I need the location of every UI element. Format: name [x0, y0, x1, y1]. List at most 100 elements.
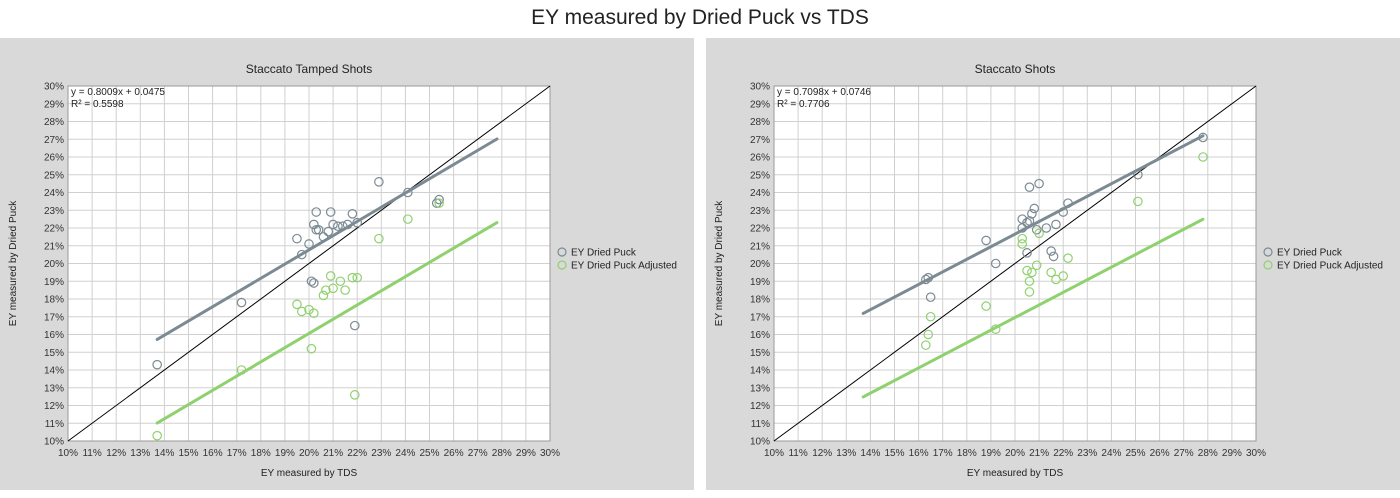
data-point-dried-puck [921, 274, 931, 285]
data-point-dried-puck-adjusted [309, 308, 319, 318]
data-point-dried-puck-adjusted [1133, 196, 1143, 207]
data-point-dried-puck-adjusted [1031, 260, 1042, 271]
data-point-dried-puck [306, 276, 317, 287]
x-tick-label: 26% [1150, 448, 1170, 459]
y-tick-label: 14% [750, 366, 770, 377]
data-point-dried-puck [304, 239, 314, 249]
trendline-equation: y = 0.7098x + 0.0746 [777, 87, 871, 98]
x-tick-label: 14% [860, 448, 880, 459]
y-tick-label: 18% [750, 295, 770, 306]
legend-entry: EY Dried Puck Adjusted [571, 261, 677, 272]
chart-panel-staccato: 10% 11% 12% 13% 14% 15% 16% 17% 18% 19% 20% 21% 22% 2… [706, 38, 1400, 490]
x-tick-label: 10% [58, 448, 78, 459]
x-tick-label: 25% [419, 448, 439, 459]
data-point-dried-puck [981, 235, 991, 246]
x-tick-label: 28% [1198, 448, 1218, 459]
data-point-dried-puck-adjusted [1034, 228, 1044, 239]
y-tick-label: 25% [44, 170, 64, 181]
x-tick-label: 30% [1246, 448, 1266, 459]
x-tick-label: 17% [227, 448, 247, 459]
trendline-dried-puck-adjusted [155, 221, 499, 425]
x-tick-label: 23% [1077, 448, 1097, 459]
data-point-dried-puck [309, 219, 319, 230]
y-tick-label: 13% [44, 383, 64, 394]
data-point-dried-puck [1029, 203, 1040, 214]
x-tick-label: 20% [299, 448, 319, 459]
y-tick-label: 11% [45, 419, 64, 430]
y-tick-label: 27% [750, 135, 770, 146]
y-tick-label: 23% [750, 206, 770, 217]
y-tick-label: 16% [44, 330, 64, 341]
data-point-dried-puck [1048, 251, 1059, 262]
data-point-dried-puck [1017, 214, 1028, 224]
chart-title: Staccato Shots [975, 62, 1056, 76]
x-tick-label: 24% [395, 448, 415, 459]
x-axis-label: EY measured by TDS [967, 468, 1064, 479]
data-point-dried-puck [990, 258, 1001, 269]
data-point-dried-puck [318, 232, 329, 242]
x-tick-label: 18% [251, 448, 271, 459]
y-tick-label: 19% [750, 277, 770, 288]
data-point-dried-puck-adjusted [328, 283, 338, 294]
data-point-dried-puck-adjusted [923, 329, 934, 340]
data-point-dried-puck-adjusted [347, 272, 358, 283]
y-tick-label: 28% [750, 117, 770, 128]
data-point-dried-puck [337, 221, 348, 232]
data-point-dried-puck [349, 320, 360, 331]
data-point-dried-puck-adjusted [1058, 271, 1068, 281]
data-point-dried-puck-adjusted [990, 324, 1001, 334]
data-point-dried-puck-adjusted [1198, 152, 1208, 162]
data-point-dried-puck [311, 224, 322, 235]
x-tick-label: 16% [909, 448, 929, 459]
r-squared-label: R² = 0.5598 [71, 99, 124, 110]
data-point-dried-puck [403, 187, 413, 198]
x-tick-label: 23% [371, 448, 391, 459]
x-tick-label: 26% [444, 448, 464, 459]
x-tick-label: 22% [1053, 448, 1073, 459]
x-tick-label: 25% [1125, 448, 1145, 459]
data-point-dried-puck [152, 359, 162, 370]
data-point-dried-puck [1022, 217, 1032, 228]
trendline-dried-puck [861, 134, 1205, 315]
data-point-dried-puck [333, 221, 343, 232]
scatter-chart-staccato: 10% 11% 12% 13% 14% 15% 16% 17% 18% 19% 20% 21% 22% 2… [714, 62, 1383, 479]
data-point-dried-puck [347, 209, 358, 219]
data-point-dried-puck-adjusted [1063, 253, 1073, 263]
x-tick-label: 18% [957, 448, 977, 459]
data-point-dried-puck [236, 297, 247, 308]
x-tick-label: 14% [154, 448, 174, 459]
y-tick-label: 24% [750, 188, 770, 199]
chart-title: Staccato Tamped Shots [246, 62, 373, 76]
y-tick-label: 19% [44, 277, 64, 288]
data-point-dried-puck [1041, 223, 1052, 233]
y-tick-label: 29% [44, 99, 64, 110]
data-point-dried-puck-adjusted [374, 233, 384, 244]
legend-marker [1263, 260, 1273, 270]
legend-marker [557, 260, 567, 270]
x-tick-label: 29% [516, 448, 536, 459]
data-point-dried-puck [1198, 132, 1208, 143]
data-point-dried-puck [1051, 219, 1061, 230]
x-tick-label: 20% [1005, 448, 1025, 459]
y-tick-label: 15% [750, 348, 770, 359]
x-tick-label: 21% [1029, 448, 1049, 459]
data-point-dried-puck-adjusted [325, 271, 336, 281]
y-tick-label: 26% [750, 153, 770, 164]
data-point-dried-puck [1034, 178, 1044, 189]
data-point-dried-puck [374, 177, 384, 187]
y-tick-label: 17% [44, 312, 64, 323]
r-squared-label: R² = 0.7706 [777, 99, 830, 110]
data-point-dried-puck [325, 207, 336, 217]
data-point-dried-puck [1027, 209, 1037, 219]
x-tick-label: 21% [323, 448, 343, 459]
y-axis-label: EY measured by Dried Puck [714, 200, 725, 326]
data-point-dried-puck-adjusted [403, 214, 413, 224]
x-tick-label: 15% [884, 448, 904, 459]
x-tick-label: 27% [468, 448, 488, 459]
data-point-dried-puck [309, 278, 319, 288]
data-point-dried-puck [1046, 246, 1056, 256]
legend-marker [1263, 247, 1273, 257]
data-point-dried-puck [1063, 198, 1073, 208]
data-point-dried-puck-adjusted [921, 340, 931, 350]
x-tick-label: 22% [347, 448, 367, 459]
